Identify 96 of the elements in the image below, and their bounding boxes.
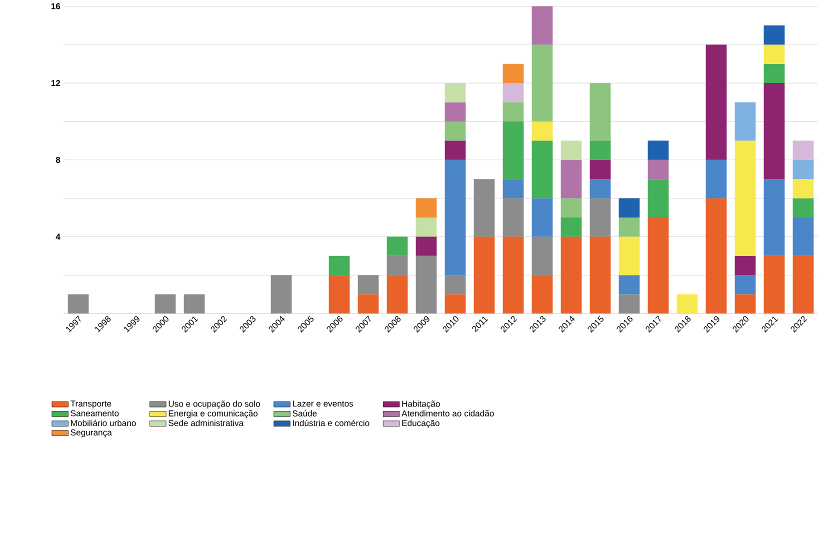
legend-label: Mobiliário urbano xyxy=(71,420,136,426)
bar xyxy=(706,44,727,160)
bar xyxy=(560,217,582,237)
legend-label: Educação xyxy=(402,420,440,428)
bar xyxy=(734,140,756,256)
bar xyxy=(502,121,524,180)
bar xyxy=(444,294,466,314)
bar xyxy=(532,198,553,237)
bar xyxy=(734,275,756,294)
bar xyxy=(764,44,785,64)
legend-label: Uso e ocupação do solo xyxy=(168,400,260,409)
bar xyxy=(532,140,553,198)
bar xyxy=(68,294,89,314)
bar xyxy=(590,160,611,180)
bar xyxy=(328,256,350,276)
bar xyxy=(444,160,466,276)
bar xyxy=(444,102,466,122)
bar xyxy=(416,236,437,256)
legend-label: Atendimento ao cidadão xyxy=(402,410,494,416)
bar xyxy=(502,236,524,314)
bar xyxy=(532,275,553,314)
bar xyxy=(358,294,379,314)
bar xyxy=(560,140,582,160)
bar xyxy=(648,179,669,218)
bar xyxy=(474,236,495,314)
bar xyxy=(386,256,408,276)
bar xyxy=(734,294,756,314)
bar xyxy=(502,83,524,102)
legend-label: Sede administrativa xyxy=(168,420,244,426)
bar xyxy=(618,217,640,237)
bar xyxy=(618,294,640,314)
bar xyxy=(416,198,437,218)
bar xyxy=(502,102,524,122)
bar xyxy=(764,83,785,180)
bar xyxy=(764,64,785,84)
bar xyxy=(184,294,205,314)
bar xyxy=(648,140,669,160)
bar xyxy=(444,121,466,141)
bar xyxy=(706,198,727,314)
y-tick-label: 8 xyxy=(56,156,60,163)
y-tick-label: 4 xyxy=(56,234,60,240)
bar xyxy=(648,217,669,314)
bar xyxy=(386,275,408,314)
bar xyxy=(532,44,553,122)
bar xyxy=(444,140,466,160)
bar xyxy=(328,275,350,314)
bar xyxy=(444,83,466,102)
bar xyxy=(792,256,814,314)
bar xyxy=(792,217,814,256)
bar xyxy=(590,236,611,314)
bar xyxy=(648,160,669,180)
legend-label: Energia e comunicação xyxy=(168,410,258,418)
bar xyxy=(358,275,379,294)
bar xyxy=(734,256,756,276)
bar xyxy=(560,160,582,198)
bar xyxy=(416,217,437,237)
bar xyxy=(590,83,611,141)
bar xyxy=(792,179,814,198)
bar xyxy=(560,236,582,314)
legend-label: Segurança xyxy=(70,429,112,438)
bar xyxy=(706,160,727,198)
bar xyxy=(618,198,640,218)
legend-label: Transporte xyxy=(70,400,112,408)
bar xyxy=(792,140,814,160)
bar xyxy=(532,6,553,45)
bar xyxy=(416,256,437,314)
bar xyxy=(792,198,814,218)
bar xyxy=(590,198,611,237)
y-tick-label: 12 xyxy=(51,80,60,86)
bar xyxy=(560,198,582,218)
bar xyxy=(444,275,466,294)
bar xyxy=(502,198,524,237)
legend-label: Indústria e comércio xyxy=(293,420,370,426)
bar xyxy=(792,160,814,180)
bar xyxy=(764,179,785,256)
bar xyxy=(618,275,640,294)
bar xyxy=(590,179,611,198)
bar xyxy=(532,236,553,276)
bar xyxy=(734,102,756,141)
legend-label: Saneamento xyxy=(70,410,119,416)
bar xyxy=(532,121,553,141)
bar xyxy=(764,256,785,314)
bar xyxy=(502,179,524,198)
y-tick-label: 16 xyxy=(51,3,60,10)
bar xyxy=(618,236,640,276)
legend-label: Saúde xyxy=(292,410,317,416)
bar xyxy=(676,294,698,314)
bar xyxy=(154,294,176,314)
bar xyxy=(270,275,292,314)
bar xyxy=(474,179,495,237)
bar xyxy=(502,64,524,84)
legend-label: Lazer e eventos xyxy=(292,400,354,407)
legend-label: Habitação xyxy=(402,400,440,409)
bar xyxy=(590,140,611,160)
bar xyxy=(386,236,408,256)
bar xyxy=(764,25,785,45)
